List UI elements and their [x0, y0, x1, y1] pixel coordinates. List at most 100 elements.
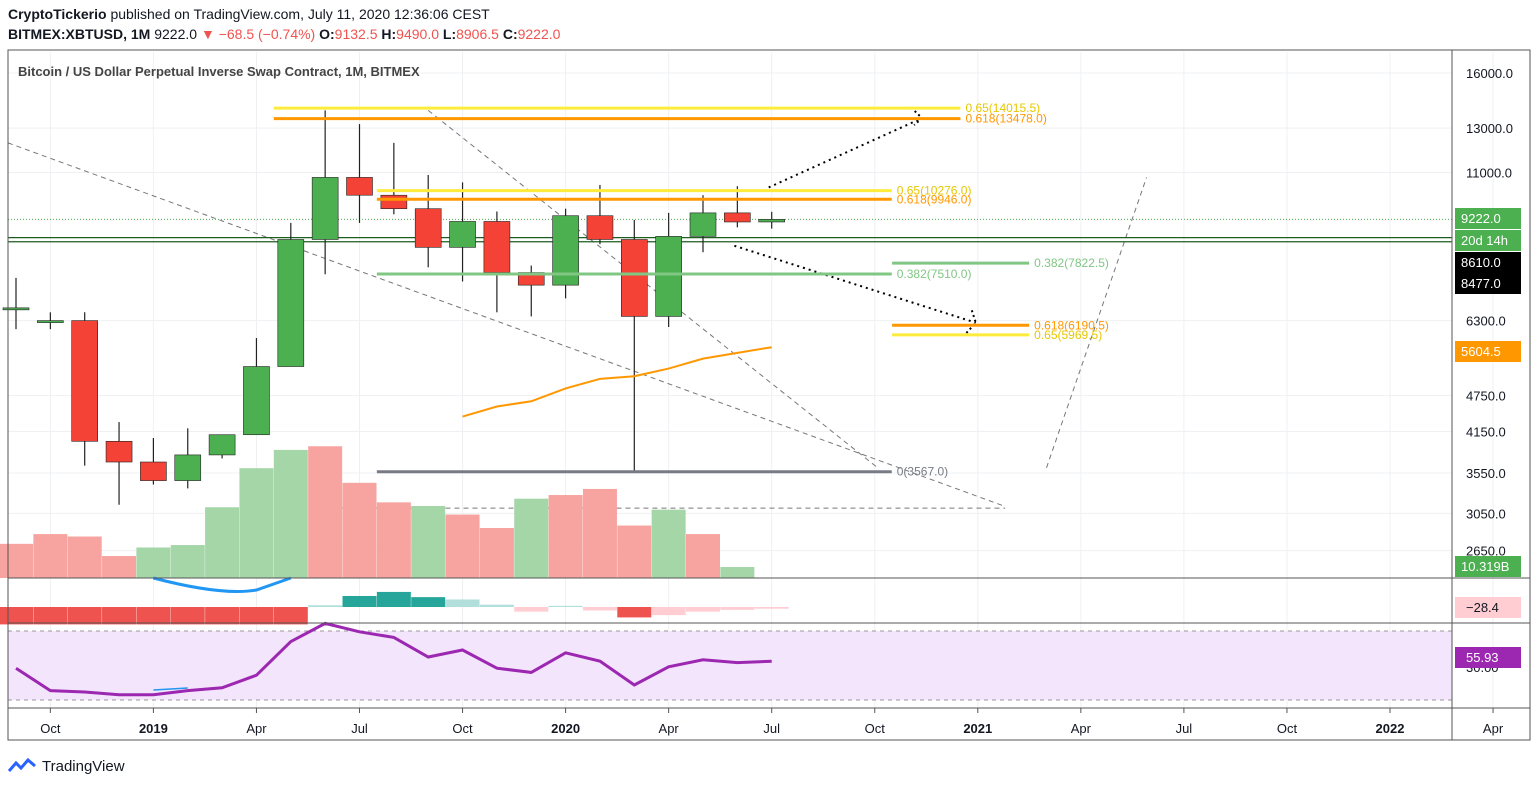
macd-bar: [514, 607, 549, 612]
volume-bar: [514, 498, 549, 578]
candle-body: [105, 440, 133, 463]
macd-bar: [33, 607, 68, 625]
macd-bar: [411, 597, 446, 607]
y-tick-label: 2650.0: [1466, 544, 1506, 559]
rsi-signal-line: [153, 687, 188, 691]
x-tick-label: Oct: [452, 721, 473, 736]
macd-bar: [686, 607, 720, 612]
y-tick-label: 13000.0: [1466, 121, 1513, 136]
rsi-value-label: 55.93: [1466, 650, 1499, 665]
price-badge-label: 9222.0: [1461, 211, 1501, 226]
fib-level-label: 0.618(6190.5): [1034, 318, 1109, 332]
y-tick-label: 3050.0: [1466, 506, 1506, 521]
x-tick-label: Jul: [763, 721, 780, 736]
macd-bar: [308, 605, 343, 607]
macd-value-label: −28.4: [1466, 600, 1499, 615]
price-badge: [1455, 252, 1521, 273]
macd-bar: [136, 607, 171, 625]
chart-title: Bitcoin / US Dollar Perpetual Inverse Sw…: [18, 64, 420, 79]
candle-body: [277, 239, 305, 367]
volume-bar: [239, 468, 274, 578]
x-tick-label: 2021: [963, 721, 992, 736]
chart-frame: [7, 49, 1531, 741]
close-label: C:: [502, 26, 518, 42]
volume-bar: [67, 536, 102, 578]
volume-bar: [548, 495, 583, 578]
price-badge: [1455, 273, 1521, 294]
bullish-arrow-head: [910, 106, 924, 126]
publish-line: CryptoTickerio published on TradingView.…: [8, 6, 490, 22]
annotation-drawings: [7, 106, 1452, 509]
macd-bar: [479, 604, 514, 607]
volume-bar: [0, 543, 33, 578]
volume-bar: [102, 556, 137, 578]
bullish-arrow: [768, 117, 923, 189]
ohlc-line: BITMEX:XBTUSD, 1M 9222.0 ▼ −68.5 (−0.74%…: [8, 26, 560, 42]
candle-body: [71, 320, 98, 442]
volume-bar: [651, 509, 686, 578]
tradingview-brand: TradingView: [42, 757, 125, 775]
x-tick-label: Apr: [1483, 721, 1504, 736]
macd-bar: [754, 607, 789, 609]
high-value: 9490.0: [396, 26, 439, 42]
close-value: 9222.0: [517, 26, 561, 42]
volume-bar: [582, 488, 617, 578]
price-badge-label: 5604.5: [1461, 344, 1501, 359]
candle-body: [483, 221, 511, 273]
macd-bar: [445, 599, 480, 607]
x-tick-label: Apr: [659, 721, 680, 736]
candle-body: [586, 215, 614, 240]
high-label: H:: [381, 26, 397, 42]
y-tick-label: 16000.0: [1466, 66, 1513, 81]
tradingview-logo[interactable]: TradingView: [8, 757, 125, 775]
candle-body: [758, 219, 786, 223]
tradingview-icon: [8, 757, 36, 772]
open-value: 9132.5: [334, 26, 378, 42]
y-tick-label: 4150.0: [1466, 425, 1506, 440]
rsi-band: [8, 631, 1452, 700]
y-tick-label: 11000.0: [1466, 166, 1512, 181]
publish-info: published on TradingView.com, July 11, 2…: [110, 6, 490, 22]
candle-body: [311, 177, 339, 240]
macd-bar: [617, 607, 652, 618]
macd-bar: [342, 595, 377, 607]
price-badge: [1455, 208, 1521, 229]
last-price: 9222.0: [154, 26, 198, 42]
x-tick-label: 2019: [139, 721, 168, 736]
volume-bar: [205, 507, 240, 578]
open-label: O:: [319, 26, 335, 42]
macd-signal-line: [153, 576, 292, 593]
x-tick-label: 2022: [1376, 721, 1405, 736]
rsi-value-badge: [1455, 647, 1521, 668]
price-badge-label: 8610.0: [1461, 255, 1501, 270]
macd-bar: [548, 605, 583, 607]
x-tick-label: Oct: [1277, 721, 1298, 736]
candle-body: [346, 177, 373, 196]
fib-level-label: 0.65(5969.5): [1034, 328, 1102, 342]
volume-bar: [686, 534, 720, 578]
candle-body: [380, 194, 408, 210]
low-value: 8906.5: [456, 26, 499, 42]
macd-bar: [239, 607, 274, 625]
rsi-pane: [8, 621, 1452, 701]
volume-bars: [0, 446, 755, 578]
fib-levels: 0.65(14015.5)0.618(13478.0) 0.65(10276.0)…: [273, 101, 1109, 479]
author-name[interactable]: CryptoTickerio: [8, 6, 107, 22]
price-badge: [1455, 230, 1521, 251]
y-tick-label: 6300.0: [1466, 314, 1506, 329]
rsi-line: [15, 621, 772, 697]
volume-bar: [308, 446, 343, 578]
x-tick-label: Oct: [865, 721, 886, 736]
fib-level-label: 0.618(13478.0): [965, 112, 1046, 126]
trend-line-dashed: [427, 109, 879, 469]
volume-bar: [273, 449, 308, 578]
x-tick-label: 2020: [551, 721, 580, 736]
y-tick-label: 4750.0: [1466, 389, 1506, 404]
candle-body: [620, 239, 648, 317]
trend-line-dashed: [7, 142, 1006, 507]
x-tick-label: Jul: [1176, 721, 1193, 736]
volume-bar: [376, 502, 411, 578]
macd-bar: [102, 607, 137, 625]
macd-bar: [582, 607, 617, 611]
